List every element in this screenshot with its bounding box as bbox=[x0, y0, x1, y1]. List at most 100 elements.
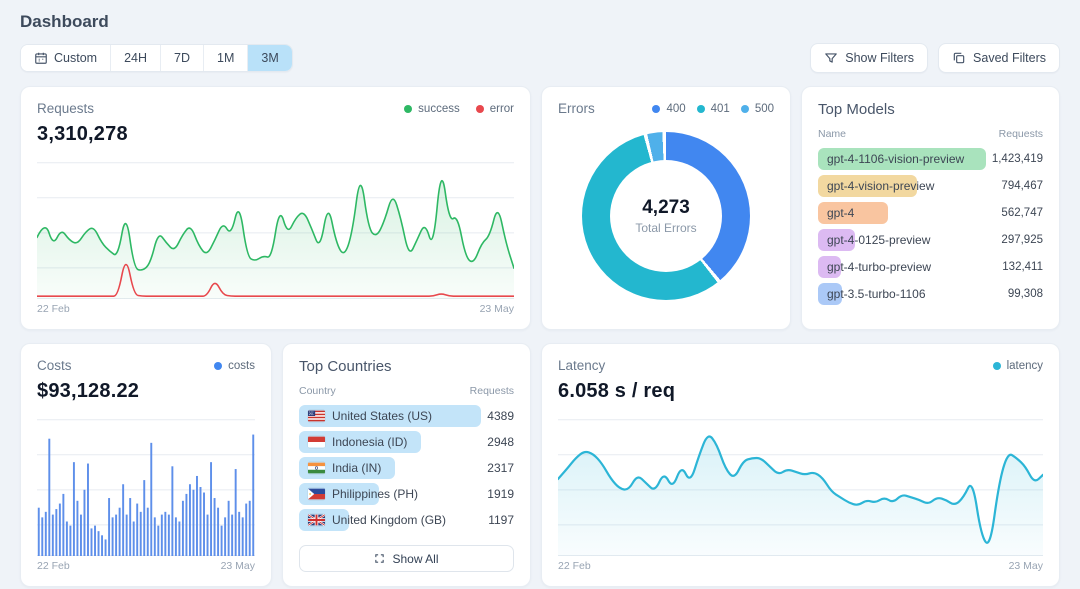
costs-card: Costs costs $93,128.22 22 Feb 23 May bbox=[20, 343, 272, 587]
country-name: Philippines (PH) bbox=[332, 487, 419, 501]
flag-id-icon bbox=[308, 436, 325, 448]
latency-legend: latency bbox=[992, 359, 1043, 372]
model-requests: 297,925 bbox=[1001, 234, 1043, 246]
latency-dot bbox=[992, 361, 1001, 370]
error-500-dot bbox=[740, 104, 749, 113]
model-name: gpt-4-turbo-preview bbox=[827, 260, 932, 274]
cards-row-1: Requests success error 3,310,278 22 Feb … bbox=[20, 86, 1060, 330]
legend-item-costs: costs bbox=[214, 360, 255, 372]
requests-legend: success error bbox=[404, 103, 514, 115]
country-requests: 1919 bbox=[487, 487, 514, 501]
country-name-wrap: United States (US) bbox=[299, 409, 432, 423]
legend-item-error: error bbox=[475, 102, 514, 115]
country-bar bbox=[299, 431, 422, 453]
requests-card-title: Requests bbox=[37, 101, 95, 116]
model-requests: 1,423,419 bbox=[991, 153, 1043, 165]
saved-filters-label: Saved Filters bbox=[973, 51, 1046, 65]
time-range-label: 7D bbox=[174, 51, 190, 65]
legend-label: costs bbox=[228, 359, 255, 372]
time-range-label: 24H bbox=[124, 51, 148, 65]
legend-label: 401 bbox=[710, 102, 730, 115]
model-name: gpt-4-0125-preview bbox=[827, 233, 931, 247]
country-row[interactable]: India (IN) 2317 bbox=[299, 457, 514, 479]
model-row[interactable]: gpt-4-1106-vision-preview 1,423,419 bbox=[818, 148, 1043, 170]
model-name: gpt-4 bbox=[827, 206, 855, 220]
costs-bar-chart bbox=[37, 411, 255, 557]
legend-label: latency bbox=[1006, 359, 1043, 372]
country-name-wrap: United Kingdom (GB) bbox=[299, 513, 446, 527]
toolbar-actions: Show Filters Saved Filters bbox=[810, 43, 1060, 73]
x-axis-end-label: 23 May bbox=[220, 560, 255, 572]
country-row[interactable]: United States (US) 4389 bbox=[299, 405, 514, 427]
error-dot bbox=[475, 104, 484, 113]
top-countries-header: Country Requests bbox=[299, 385, 514, 397]
model-row[interactable]: gpt-4-turbo-preview 132,411 bbox=[818, 256, 1043, 278]
country-requests: 4389 bbox=[487, 409, 514, 423]
errors-legend: 400 401 500 bbox=[652, 103, 774, 115]
flag-us-icon bbox=[308, 410, 325, 422]
country-name: United States (US) bbox=[332, 409, 433, 423]
country-name: India (IN) bbox=[332, 461, 382, 475]
model-bar bbox=[818, 256, 842, 278]
costs-legend: costs bbox=[214, 360, 255, 372]
time-range-24h[interactable]: 24H bbox=[111, 45, 162, 71]
x-axis-end-label: 23 May bbox=[479, 303, 514, 315]
legend-item-400: 400 bbox=[652, 102, 686, 115]
time-range-3m[interactable]: 3M bbox=[248, 45, 292, 71]
country-name: United Kingdom (GB) bbox=[332, 513, 447, 527]
toolbar: Custom 24H 7D 1M 3M Show Filters bbox=[20, 43, 1060, 73]
country-row[interactable]: Indonesia (ID) 2948 bbox=[299, 431, 514, 453]
show-filters-button[interactable]: Show Filters bbox=[810, 43, 929, 73]
latency-card-title: Latency bbox=[558, 358, 606, 373]
top-models-card: Top Models Name Requests gpt-4-1106-visi… bbox=[801, 86, 1060, 330]
requests-x-axis: 22 Feb 23 May bbox=[37, 303, 514, 315]
model-bar bbox=[818, 148, 986, 170]
country-bar bbox=[299, 405, 482, 427]
requests-line-chart bbox=[36, 154, 515, 300]
costs-dot bbox=[214, 361, 223, 370]
time-range-label: 1M bbox=[217, 51, 235, 65]
model-row[interactable]: gpt-4 562,747 bbox=[818, 202, 1043, 224]
costs-x-axis: 22 Feb 23 May bbox=[37, 560, 255, 572]
time-range-1m[interactable]: 1M bbox=[204, 45, 249, 71]
model-bar bbox=[818, 283, 842, 305]
top-countries-title: Top Countries bbox=[299, 358, 392, 375]
copy-stack-icon bbox=[952, 51, 966, 65]
country-requests: 2317 bbox=[487, 461, 514, 475]
saved-filters-button[interactable]: Saved Filters bbox=[938, 43, 1060, 73]
model-row[interactable]: gpt-4-0125-preview 297,925 bbox=[818, 229, 1043, 251]
expand-icon bbox=[374, 553, 385, 564]
legend-label: 500 bbox=[754, 102, 774, 115]
requests-total-value: 3,310,278 bbox=[37, 123, 128, 145]
model-name: gpt-4-1106-vision-preview bbox=[827, 152, 965, 166]
legend-label: 400 bbox=[666, 102, 686, 115]
error-400-dot bbox=[652, 104, 661, 113]
show-all-button[interactable]: Show All bbox=[299, 545, 514, 572]
legend-label: success bbox=[418, 102, 460, 115]
x-axis-start-label: 22 Feb bbox=[37, 560, 70, 572]
time-range-7d[interactable]: 7D bbox=[161, 45, 204, 71]
time-range-control: Custom 24H 7D 1M 3M bbox=[20, 44, 293, 72]
model-row[interactable]: gpt-3.5-turbo-1106 99,308 bbox=[818, 283, 1043, 305]
errors-card: Errors 400 401 500 bbox=[541, 86, 791, 330]
country-requests: 1197 bbox=[488, 513, 514, 527]
flag-gb-icon bbox=[308, 514, 325, 526]
legend-item-401: 401 bbox=[696, 102, 730, 115]
country-row[interactable]: United Kingdom (GB) 1197 bbox=[299, 509, 514, 531]
country-name-wrap: India (IN) bbox=[299, 461, 381, 475]
country-row[interactable]: Philippines (PH) 1919 bbox=[299, 483, 514, 505]
show-filters-label: Show Filters bbox=[845, 51, 915, 65]
top-countries-card: Top Countries Country Requests United St… bbox=[282, 343, 531, 587]
legend-item-success: success bbox=[404, 103, 460, 115]
time-range-custom[interactable]: Custom bbox=[21, 45, 112, 71]
time-range-label: Custom bbox=[54, 51, 98, 65]
model-requests: 794,467 bbox=[1001, 180, 1043, 192]
model-requests: 562,747 bbox=[1001, 207, 1043, 219]
legend-label: error bbox=[489, 102, 514, 115]
top-models-rows: gpt-4-1106-vision-preview 1,423,419 gpt-… bbox=[818, 148, 1043, 315]
model-requests: 99,308 bbox=[1007, 288, 1043, 300]
column-header-name: Name bbox=[818, 128, 847, 140]
model-row[interactable]: gpt-4-vision-preview 794,467 bbox=[818, 175, 1043, 197]
column-header-requests: Requests bbox=[998, 128, 1043, 140]
